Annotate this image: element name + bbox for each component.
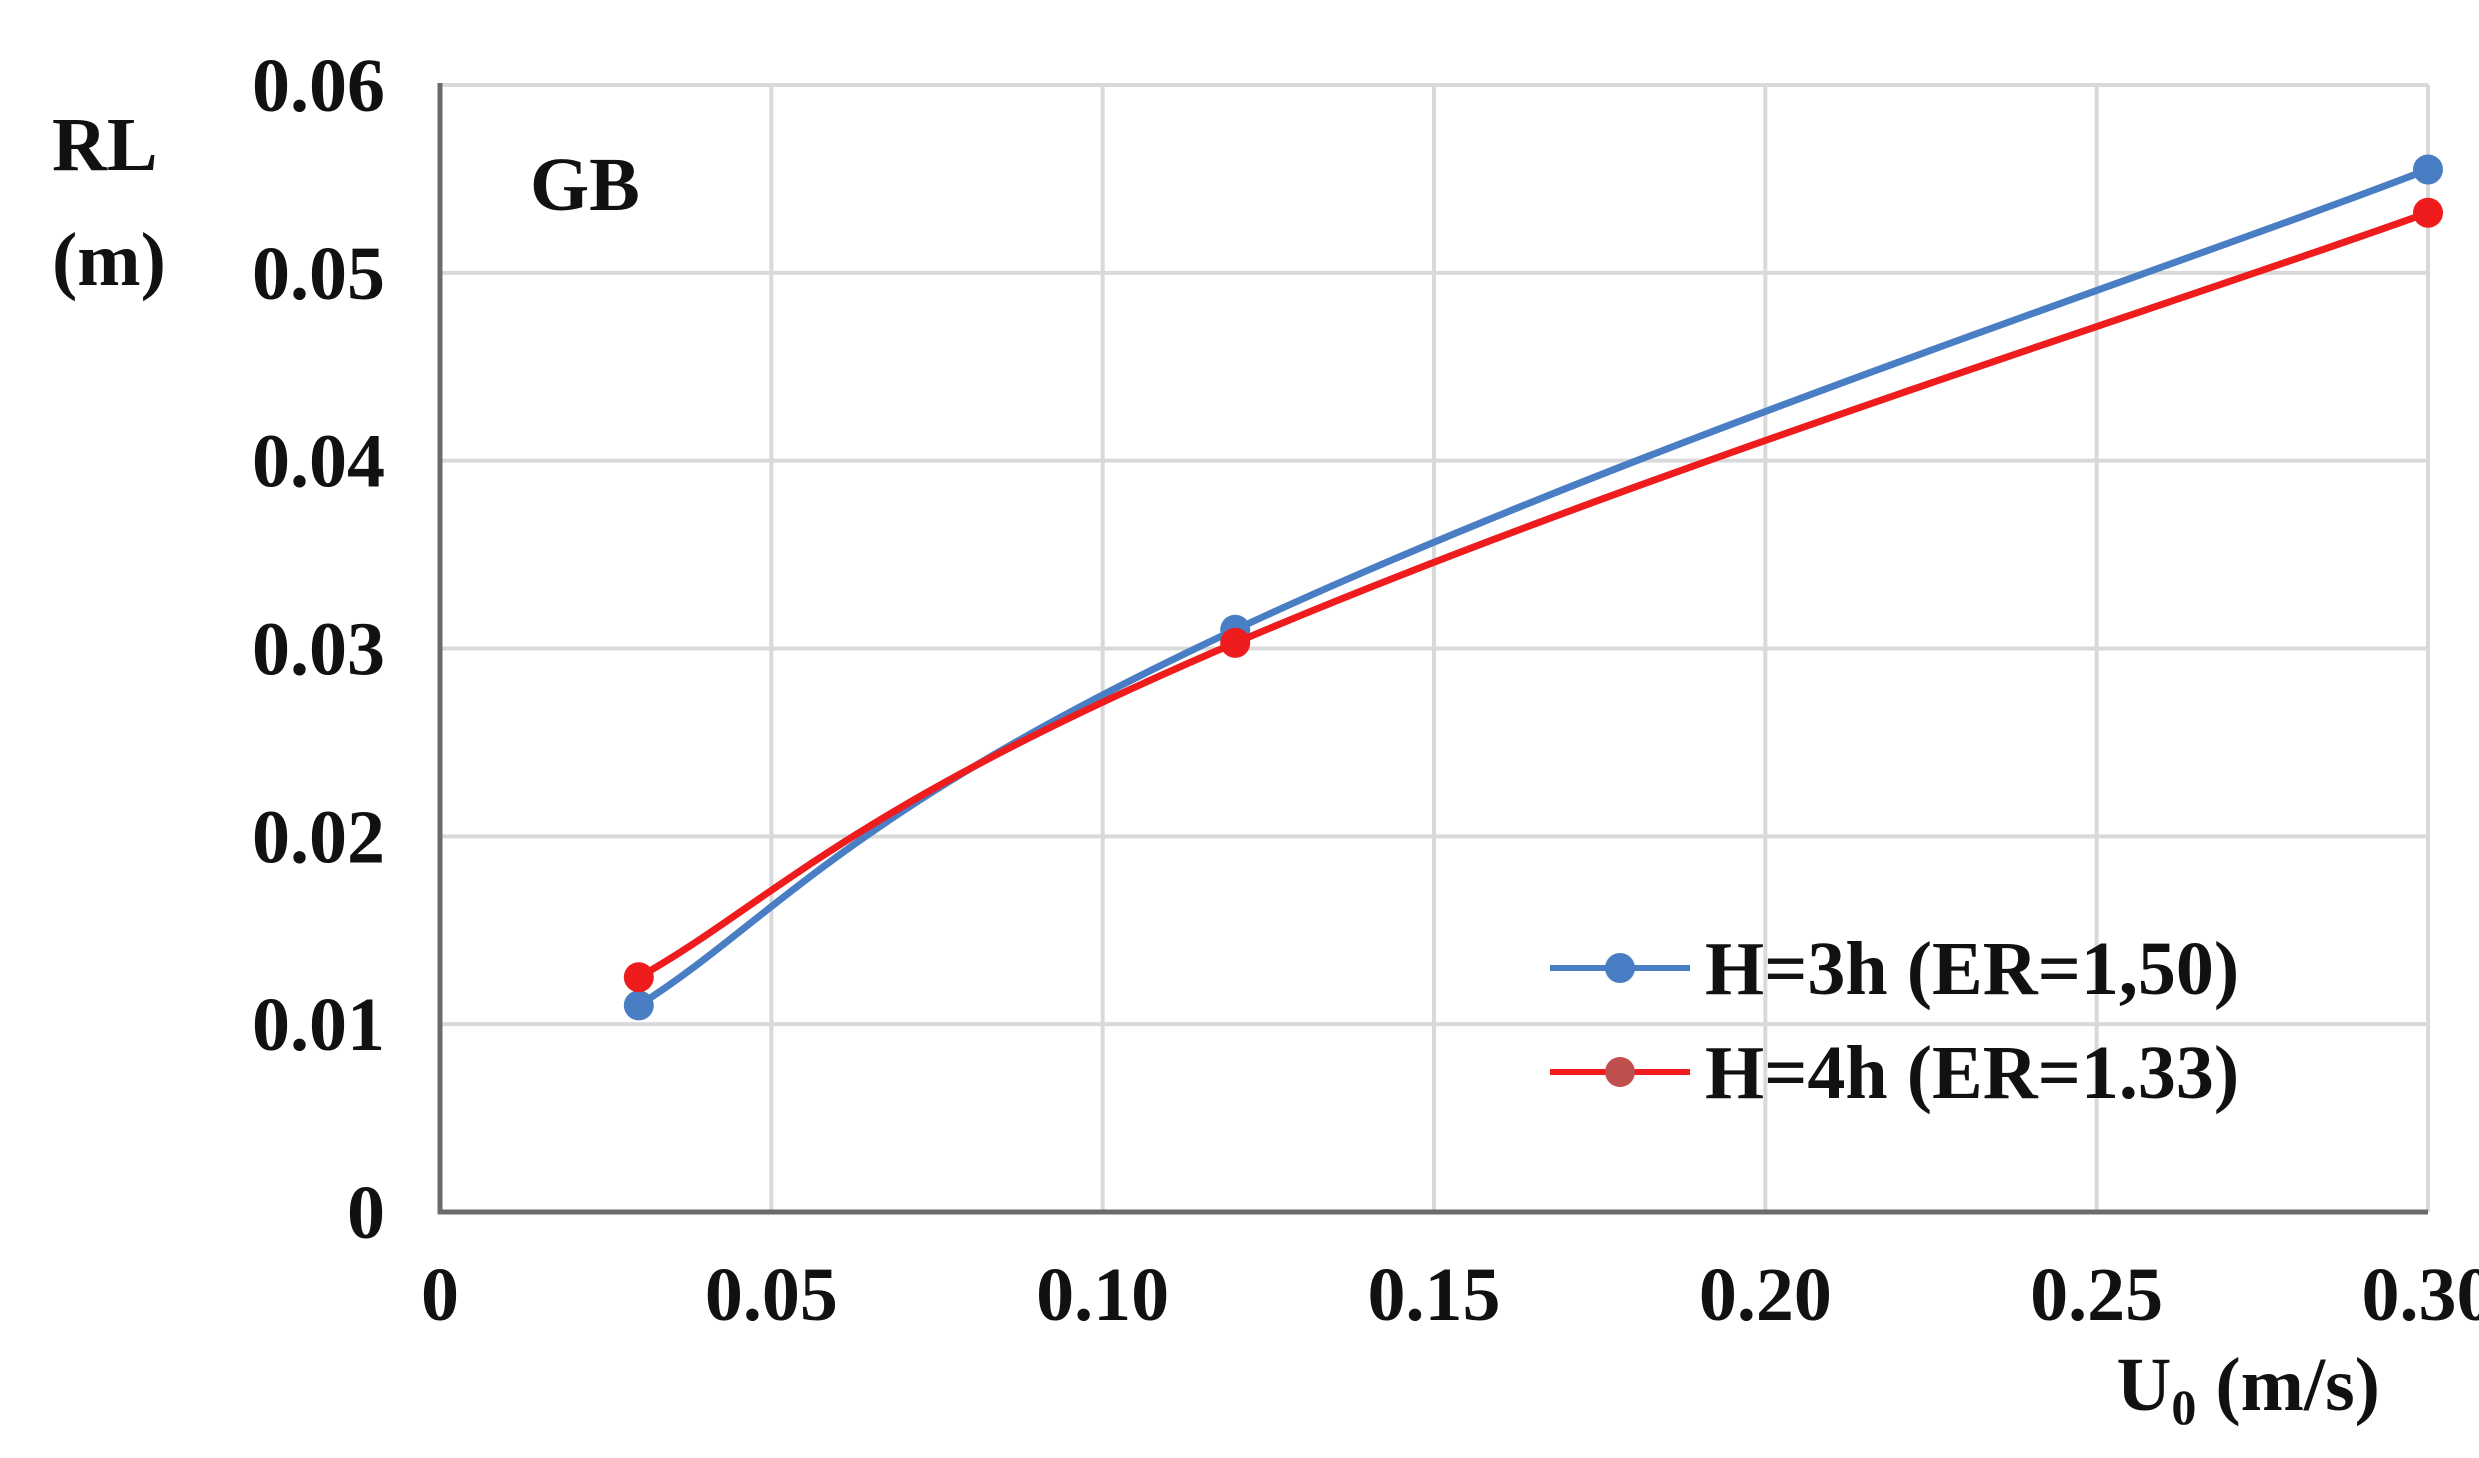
- x-tick-label: 0.25: [2030, 1253, 2163, 1337]
- y-tick-label: 0.04: [252, 420, 385, 504]
- legend-label-2: H=4h (ER=1.33): [1705, 1031, 2239, 1115]
- y-tick-label: 0.01: [252, 983, 385, 1067]
- data-point-series-1: [2413, 154, 2443, 185]
- data-point-series-1: [623, 990, 654, 1021]
- y-axis-label-line1: RL: [52, 103, 158, 187]
- panel-label: GB: [530, 143, 640, 227]
- y-axis-label-line2: (m): [52, 218, 166, 302]
- legend: H=3h (ER=1,50) H=4h (ER=1.33): [1550, 927, 2239, 1115]
- data-point-series-2: [2413, 197, 2443, 228]
- y-tick-label: 0.05: [252, 232, 385, 316]
- x-tick-label: 0: [421, 1253, 459, 1337]
- data-point-series-2: [623, 962, 654, 993]
- x-tick-label: 0.30: [2362, 1253, 2479, 1337]
- x-tick-label: 0.15: [1368, 1253, 1501, 1337]
- y-tick-label: 0.03: [252, 608, 385, 692]
- legend-marker-1: [1605, 953, 1635, 983]
- x-tick-label: 0.20: [1699, 1253, 1832, 1337]
- x-tick-label: 0.05: [705, 1253, 838, 1337]
- x-axis-label: U0 (m/s): [2116, 1343, 2380, 1435]
- legend-marker-2: [1605, 1057, 1635, 1087]
- series-line-1: [635, 166, 2432, 1009]
- x-tick-label: 0.10: [1036, 1253, 1169, 1337]
- data-point-series-2: [1220, 627, 1251, 658]
- legend-label-1: H=3h (ER=1,50): [1705, 927, 2239, 1011]
- y-tick-label: 0.02: [252, 795, 385, 879]
- y-tick-label: 0.06: [252, 44, 385, 128]
- series-line-2: [635, 209, 2432, 981]
- y-tick-label: 0: [347, 1171, 385, 1255]
